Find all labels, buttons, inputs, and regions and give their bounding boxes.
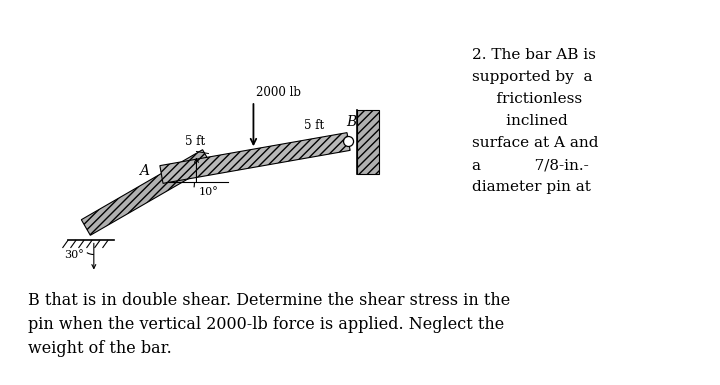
Text: 2. The bar AB is: 2. The bar AB is — [472, 48, 596, 62]
Text: pin when the vertical 2000-lb force is applied. Neglect the: pin when the vertical 2000-lb force is a… — [28, 316, 504, 333]
Polygon shape — [160, 133, 350, 183]
Text: surface at A and: surface at A and — [472, 136, 598, 150]
Text: A: A — [140, 164, 150, 179]
Polygon shape — [356, 109, 379, 174]
Text: 2000 lb: 2000 lb — [256, 86, 302, 99]
Text: 5 ft: 5 ft — [304, 119, 324, 132]
Polygon shape — [81, 150, 212, 235]
Text: a           7/8-in.-: a 7/8-in.- — [472, 158, 589, 172]
Text: supported by  a: supported by a — [472, 70, 593, 84]
Text: frictionless: frictionless — [472, 92, 582, 106]
Text: weight of the bar.: weight of the bar. — [28, 340, 172, 357]
Text: 10°: 10° — [199, 187, 218, 198]
Text: 30°: 30° — [64, 251, 84, 261]
Text: inclined: inclined — [472, 114, 568, 128]
Text: B that is in double shear. Determine the shear stress in the: B that is in double shear. Determine the… — [28, 292, 510, 309]
Text: 5 ft: 5 ft — [185, 136, 205, 149]
Text: diameter pin at: diameter pin at — [472, 180, 591, 194]
Circle shape — [343, 137, 354, 147]
Text: B: B — [346, 114, 357, 129]
